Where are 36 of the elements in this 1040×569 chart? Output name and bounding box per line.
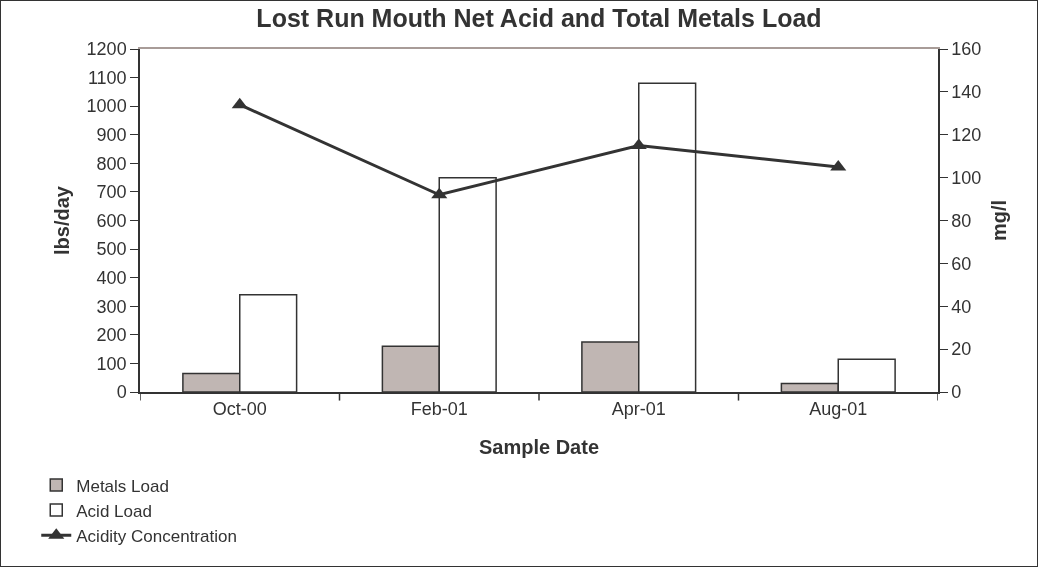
y-tick-label: 500 <box>96 239 127 260</box>
y-tick-label: 400 <box>96 267 127 288</box>
y-tick-label: 600 <box>96 210 127 231</box>
y2-tick-label: 20 <box>951 339 972 360</box>
y-tick-label: 100 <box>96 353 127 374</box>
x-tick-label: Feb-01 <box>410 399 468 420</box>
legend-label: Acid Load <box>76 501 152 521</box>
point <box>231 97 248 109</box>
y2-tick-label: 80 <box>951 210 972 231</box>
point <box>431 187 448 199</box>
x-tick-label: Apr-01 <box>611 399 666 420</box>
y-tick-label: 900 <box>96 125 127 146</box>
x-tick-label: Oct-00 <box>212 399 267 420</box>
y-tick-label: 800 <box>96 153 127 174</box>
y-tick-label: 1100 <box>87 67 127 88</box>
y-tick-label: 700 <box>96 182 127 203</box>
y-tick-label: 0 <box>116 382 127 403</box>
x-tick-label: Aug-01 <box>809 399 868 420</box>
y2-axis-title: mg/l <box>988 199 1011 242</box>
y2-tick-label: 0 <box>951 382 962 403</box>
y-tick-label: 1000 <box>86 96 127 117</box>
point <box>830 159 847 171</box>
y-tick-label: 1200 <box>86 39 127 60</box>
legend-label: Metals Load <box>76 476 169 496</box>
y-tick-label: 300 <box>96 296 127 317</box>
y-tick-label: 200 <box>96 325 127 346</box>
y-axis-title: lbs/day <box>50 185 73 255</box>
legend-label: Acidity Concentration <box>76 526 237 546</box>
y2-tick-label: 160 <box>951 39 982 60</box>
y2-tick-label: 100 <box>951 167 982 188</box>
y2-tick-label: 60 <box>951 253 972 274</box>
chart-title: Lost Run Mouth Net Acid and Total Metals Load <box>256 3 822 32</box>
y2-tick-label: 40 <box>951 296 972 317</box>
y2-tick-label: 140 <box>951 82 982 103</box>
x-axis-title: Sample Date <box>478 436 600 459</box>
y2-tick-label: 120 <box>951 125 982 146</box>
